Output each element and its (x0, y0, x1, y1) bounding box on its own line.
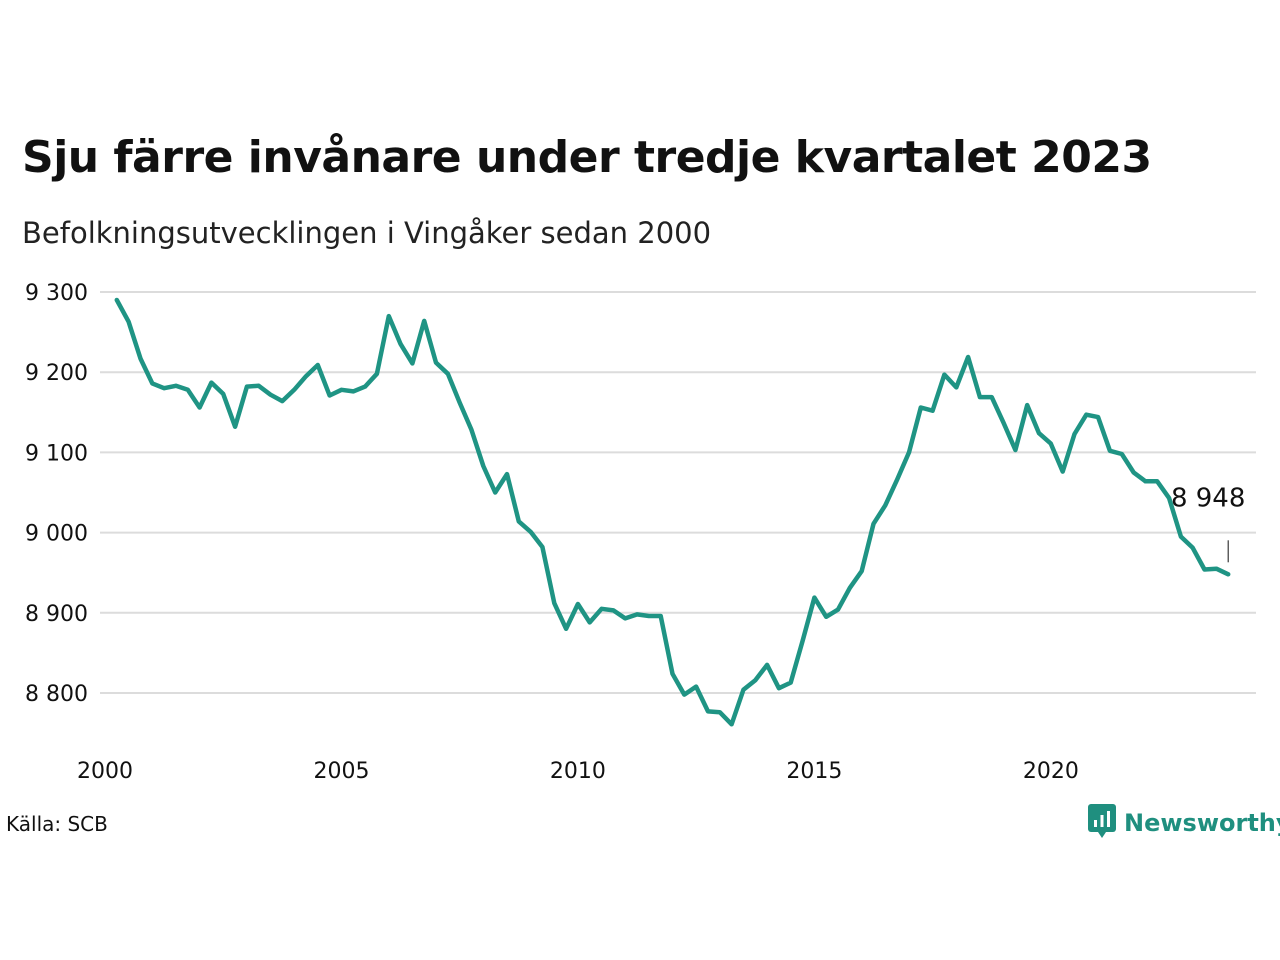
y-tick-label: 9 000 (25, 522, 88, 547)
y-axis-ticks: 8 800 8 900 9 000 9 100 9 200 9 300 (25, 281, 88, 707)
x-tick-label: 2005 (313, 759, 369, 784)
x-tick-label: 2015 (786, 759, 842, 784)
chart-title: Sju färre invånare under tredje kvartale… (22, 132, 1152, 183)
end-value-label: 8 948 (1171, 483, 1245, 513)
brand-name: Newsworthy (1124, 809, 1280, 837)
bar-chart-speech-bubble-icon (1088, 804, 1116, 842)
y-tick-label: 9 200 (25, 361, 88, 386)
y-tick-label: 8 800 (25, 682, 88, 707)
y-tick-label: 8 900 (25, 602, 88, 627)
y-tick-label: 9 100 (25, 441, 88, 466)
x-axis-ticks: 2000 2005 2010 2015 2020 (77, 759, 1079, 784)
gridlines (100, 291, 1256, 694)
chart-subtitle: Befolkningsutvecklingen i Vingåker sedan… (22, 216, 712, 250)
source-note: Källa: SCB (6, 812, 108, 836)
x-tick-label: 2020 (1023, 759, 1079, 784)
x-tick-label: 2000 (77, 759, 133, 784)
population-line (114, 297, 1231, 727)
brand-logo: Newsworthy (1088, 804, 1280, 842)
x-tick-label: 2010 (550, 759, 606, 784)
y-tick-label: 9 300 (25, 281, 88, 306)
